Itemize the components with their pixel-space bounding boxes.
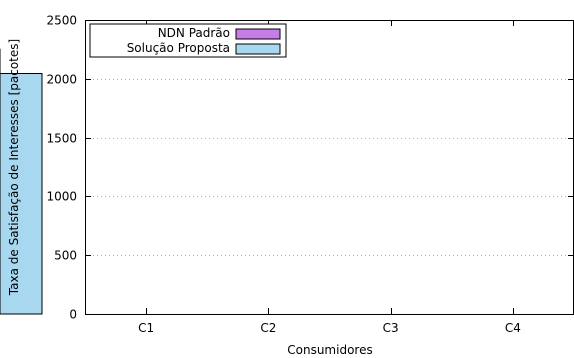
legend: NDN Padrão Solução Proposta [89, 23, 287, 58]
legend-label-solucao-proposta: Solução Proposta [127, 41, 230, 55]
y-axis-ticks: 0 500 1000 1500 2000 2500 [46, 14, 574, 322]
plot-frame [85, 20, 574, 315]
x-tick-label: C2 [260, 321, 276, 335]
x-tick-label: C1 [138, 321, 154, 335]
y-tick-label: 2000 [46, 73, 77, 87]
grid-lines [85, 79, 574, 256]
y-tick-label: 1000 [46, 190, 77, 204]
x-tick-label: C4 [505, 321, 521, 335]
bars [0, 73, 43, 315]
y-tick-label: 1500 [46, 132, 77, 146]
y-tick-label: 0 [69, 308, 77, 322]
x-axis-label: Consumidores [287, 343, 372, 357]
x-axis-ticks: C1 C2 C3 C4 [138, 20, 521, 335]
y-axis-label: Taxa de Satisfação de Interesses [pacote… [7, 39, 21, 296]
y-tick-label: 500 [54, 249, 77, 263]
x-tick-label: C3 [383, 321, 399, 335]
y-tick-label: 2500 [46, 14, 77, 28]
legend-swatch-ndn-padrao [235, 28, 281, 40]
legend-label-ndn-padrao: NDN Padrão [158, 26, 230, 40]
bar-c4-series-1 [0, 73, 43, 315]
legend-swatch-solucao-proposta [235, 43, 281, 55]
